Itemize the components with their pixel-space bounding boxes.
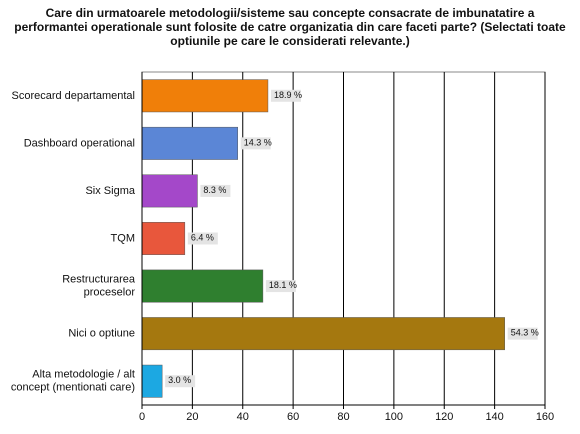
value-label-box <box>265 280 296 293</box>
bar <box>141 174 198 208</box>
x-tick-label: 40 <box>237 411 249 423</box>
y-tick-label: Alta metodologie / alt concept (mentionat… <box>11 369 135 394</box>
y-tick-label: Dashboard operational <box>24 137 135 149</box>
value-label-box <box>165 375 196 388</box>
x-tick-label: 100 <box>385 411 403 423</box>
bar <box>141 126 238 160</box>
y-tick-label: Six Sigma <box>85 185 135 197</box>
value-label: 6.4 % <box>191 233 214 243</box>
value-label-box <box>270 89 301 102</box>
bar <box>141 222 186 255</box>
value-label-box <box>507 327 538 340</box>
chart-title: Care din urmatoarele metodologii/sisteme… <box>14 6 566 48</box>
x-tick-label: 60 <box>287 411 299 423</box>
value-label: 8.3 % <box>203 185 226 195</box>
x-tick-label: 140 <box>485 411 503 423</box>
y-tick-label: Restructurarea proceselor <box>62 273 136 298</box>
x-tick-label: 20 <box>186 411 198 423</box>
value-label-box <box>187 232 218 245</box>
x-tick-label: 120 <box>435 411 453 423</box>
value-label-box <box>240 137 271 150</box>
value-label: 18.9 % <box>274 90 302 100</box>
y-tick-label: Nici o optiune <box>68 328 135 340</box>
bar <box>141 364 163 398</box>
x-tick-label: 80 <box>337 411 349 423</box>
value-label: 14.3 % <box>244 138 272 148</box>
x-tick-label: 0 <box>139 411 145 423</box>
x-tick-label: 160 <box>536 411 554 423</box>
value-label: 3.0 % <box>168 376 191 386</box>
bar <box>141 317 505 351</box>
value-label: 54.3 % <box>511 328 539 338</box>
bar <box>141 269 264 303</box>
value-label: 18.1 % <box>269 280 297 290</box>
value-label-box <box>200 184 231 197</box>
y-tick-label: TQM <box>111 232 135 244</box>
bar <box>141 79 269 113</box>
y-tick-label: Scorecard departamental <box>11 90 135 102</box>
